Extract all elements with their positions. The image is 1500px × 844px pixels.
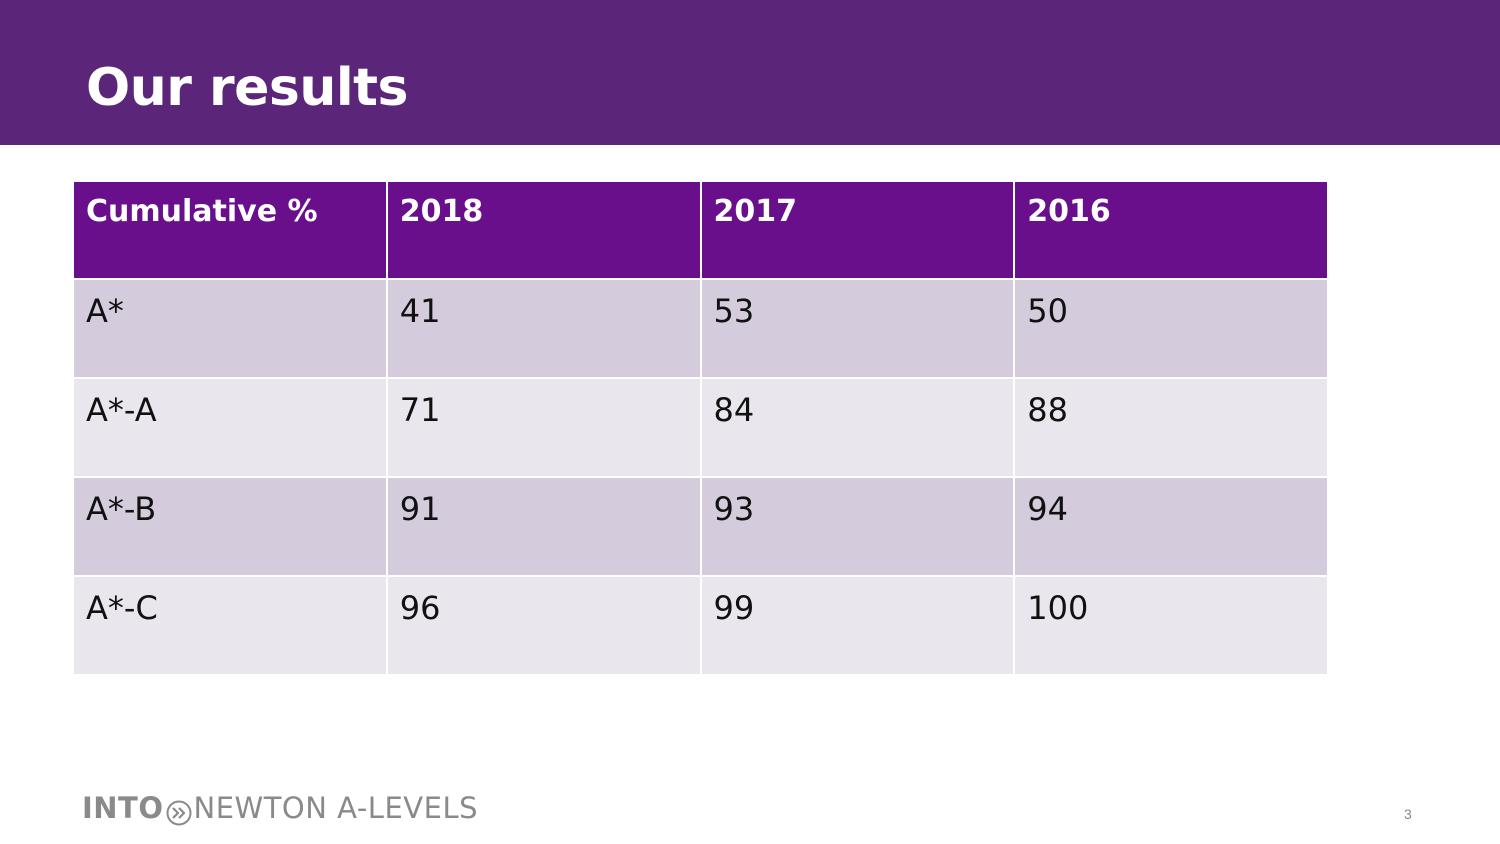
column-header: 2018 (385, 180, 702, 280)
value-cell: 41 (385, 278, 702, 379)
value-cell: 91 (385, 476, 702, 577)
value-cell: 99 (699, 575, 1016, 676)
column-header: 2016 (1013, 180, 1329, 280)
results-table: Cumulative % 2018 2017 2016 A* 41 53 50 … (72, 180, 1329, 676)
column-header: 2017 (699, 180, 1016, 280)
value-cell: 96 (385, 575, 702, 676)
value-cell: 84 (699, 377, 1016, 478)
page-title: Our results (86, 58, 409, 118)
brand-logo: INTO NEWTON A-LEVELS (82, 788, 478, 828)
value-cell: 50 (1013, 278, 1329, 379)
table-row: A* 41 53 50 (72, 278, 1329, 379)
table-header-row: Cumulative % 2018 2017 2016 (72, 180, 1329, 280)
grade-cell: A* (72, 278, 388, 379)
table-row: A*-B 91 93 94 (72, 476, 1329, 577)
table-row: A*-A 71 84 88 (72, 377, 1329, 478)
value-cell: 71 (385, 377, 702, 478)
grade-cell: A*-B (72, 476, 388, 577)
logo-into-text: INTO (82, 791, 164, 825)
double-chevron-circle-icon (166, 796, 192, 826)
column-header: Cumulative % (72, 180, 388, 280)
table-row: A*-C 96 99 100 (72, 575, 1329, 676)
value-cell: 93 (699, 476, 1016, 577)
logo-newton-text: NEWTON A-LEVELS (193, 791, 479, 825)
value-cell: 100 (1013, 575, 1329, 676)
grade-cell: A*-C (72, 575, 388, 676)
grade-cell: A*-A (72, 377, 388, 478)
value-cell: 88 (1013, 377, 1329, 478)
value-cell: 53 (699, 278, 1016, 379)
slide-number: 3 (1404, 806, 1412, 822)
title-bar (0, 0, 1500, 145)
value-cell: 94 (1013, 476, 1329, 577)
